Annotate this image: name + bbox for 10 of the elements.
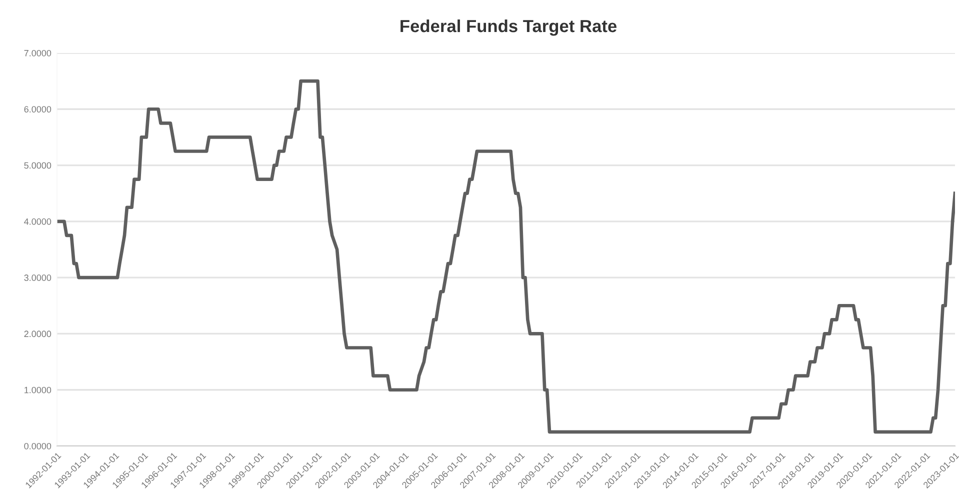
y-tick-label: 1.0000: [24, 386, 52, 394]
y-tick-label: 6.0000: [24, 106, 52, 113]
line-series: [57, 79, 955, 434]
chart-title: Federal Funds Target Rate: [400, 19, 617, 36]
y-tick-label: 7.0000: [24, 50, 52, 56]
y-tick-label: 2.0000: [24, 330, 52, 338]
y-tick-label: 0.0000: [24, 442, 52, 450]
y-tick-label: 4.0000: [24, 218, 52, 225]
y-tick-label: 3.0000: [24, 274, 52, 281]
y-tick-label: 5.0000: [24, 162, 52, 169]
